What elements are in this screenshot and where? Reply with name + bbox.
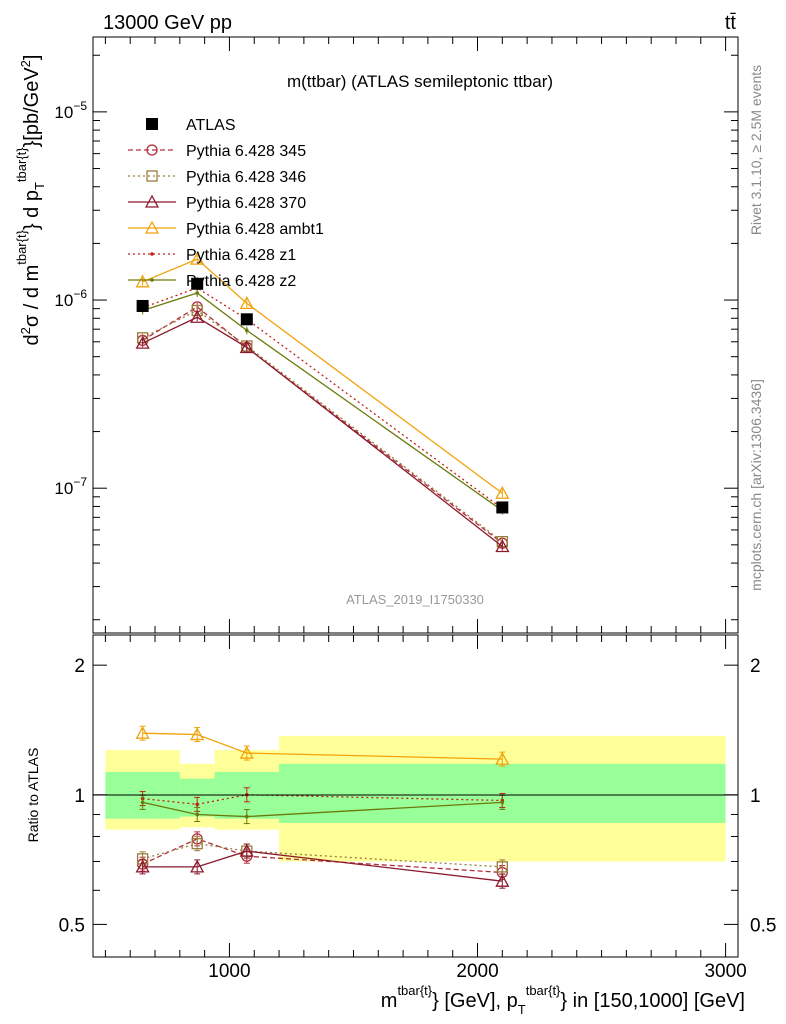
ratio-axis-ticks: 0.5 0.5 1 1 2 2 (59, 656, 777, 936)
ratio-point-4 (195, 802, 199, 807)
legend-marker-1 (146, 170, 158, 182)
ratio-point-5 (195, 812, 199, 817)
ratio-tick-label-left: 1 (74, 786, 85, 807)
main-line-2 (142, 316, 503, 548)
ratio-tick-label-left: 2 (74, 656, 85, 677)
main-line-0 (142, 306, 503, 544)
legend-label-1: Pythia 6.428 346 (186, 169, 306, 186)
data-point-atlas (496, 501, 509, 514)
x-axis-ticks: 1000 2000 3000 (104, 37, 747, 982)
ratio-uncertainty-bands (105, 735, 726, 862)
ratio-point-3 (135, 725, 150, 739)
main-point-2 (135, 335, 150, 349)
main-point-2 (190, 309, 205, 323)
main-point-3 (135, 274, 150, 288)
ratio-point-1 (191, 838, 203, 850)
legend-marker-4 (150, 252, 154, 256)
main-line-4 (142, 287, 503, 510)
x-axis-label: mtbar{t}} [GeV], pTtbar{t}} in [150,1000… (381, 983, 745, 1017)
x-tick-label: 2000 (456, 961, 498, 982)
main-point-3 (495, 485, 510, 499)
ratio-point-2 (190, 859, 205, 873)
main-point-5 (195, 291, 199, 295)
process-label: tt̄ (725, 12, 737, 34)
main-axis-ticks: 10−7 10−6 10−5 (54, 54, 738, 621)
y-tick-label: 10−7 (54, 475, 87, 498)
ratio-plot-frame (92, 634, 739, 958)
legend-label-5: Pythia 6.428 z2 (186, 273, 296, 290)
legend-marker-atlas (146, 118, 158, 130)
ratio-series-layer (135, 725, 510, 889)
ratio-point-5 (500, 800, 505, 805)
main-point-5 (245, 328, 249, 333)
data-point-atlas (136, 299, 149, 312)
main-line-5 (142, 292, 503, 512)
ratio-tick-label-right: 2 (750, 656, 761, 677)
main-point-2 (239, 340, 254, 354)
y-tick-label: 10−6 (54, 287, 87, 310)
ratio-point-2 (239, 843, 254, 857)
ratio-line-2 (142, 850, 503, 882)
main-line-3 (142, 258, 503, 494)
ratio-tick-label-right: 0.5 (750, 915, 776, 936)
main-series-layer (135, 251, 510, 553)
ratio-point-5 (245, 814, 249, 819)
collision-label: 13000 GeV pp (103, 12, 232, 34)
ratio-point-3 (239, 745, 254, 759)
legend-marker-0 (146, 144, 158, 156)
main-plot-frame (92, 36, 739, 634)
y-axis-label-main: d2σ / d mtbar{t}} d pTtbar{t}}[pb/GeV2] (14, 55, 47, 346)
main-point-3 (190, 251, 205, 265)
ratio-point-2 (135, 859, 150, 873)
legend-label-3: Pythia 6.428 ambt1 (186, 221, 324, 238)
y-axis-label-ratio: Ratio to ATLAS (25, 748, 41, 843)
ratio-point-1 (496, 861, 508, 873)
mcplots-label: mcplots.cern.ch [arXiv:1306.3436] (748, 379, 764, 591)
legend-label-0: Pythia 6.428 345 (186, 143, 306, 160)
ratio-point-3 (190, 727, 205, 741)
rivet-label: Rivet 3.1.10, ≥ 2.5M events (748, 65, 764, 235)
svg-text:mtbar{t}} [GeV], pTtbar{t}} in: mtbar{t}} [GeV], pTtbar{t}} in [150,1000… (381, 983, 745, 1017)
ratio-tick-label-left: 0.5 (59, 915, 85, 936)
legend-label-4: Pythia 6.428 z1 (186, 247, 296, 264)
main-point-3 (239, 296, 254, 310)
ratio-point-3 (495, 751, 510, 765)
main-line-1 (142, 309, 503, 543)
ratio-tick-label-right: 1 (750, 786, 761, 807)
main-point-2 (495, 539, 510, 553)
legend-label-atlas: ATLAS (186, 117, 236, 134)
data-point-atlas (191, 277, 204, 290)
legend-marker-2 (144, 194, 160, 208)
y-tick-label: 10−5 (54, 99, 87, 122)
ratio-point-5 (140, 800, 145, 805)
svg-text:d2σ / d mtbar{t}} d pTtbar{t}}: d2σ / d mtbar{t}} d pTtbar{t}}[pb/GeV2] (14, 55, 47, 346)
legend: ATLAS Pythia 6.428 345 Pythia 6.428 346 Pyt… (128, 117, 324, 290)
analysis-id: ATLAS_2019_I1750330 (346, 592, 484, 607)
legend-marker-5 (150, 278, 154, 282)
x-tick-label: 1000 (208, 961, 250, 982)
plot-title: m(ttbar) (ATLAS semileptonic ttbar) (287, 72, 553, 91)
data-point-atlas (240, 313, 253, 326)
ratio-line-3 (142, 732, 503, 760)
ratio-line-0 (142, 838, 503, 874)
ratio-point-2 (495, 873, 510, 887)
legend-label-2: Pythia 6.428 370 (186, 195, 306, 212)
legend-marker-3 (144, 220, 160, 234)
ratio-line-1 (142, 842, 503, 868)
ratio-line-4 (142, 794, 503, 806)
ratio-line-5 (142, 801, 503, 818)
x-tick-label: 3000 (704, 961, 746, 982)
